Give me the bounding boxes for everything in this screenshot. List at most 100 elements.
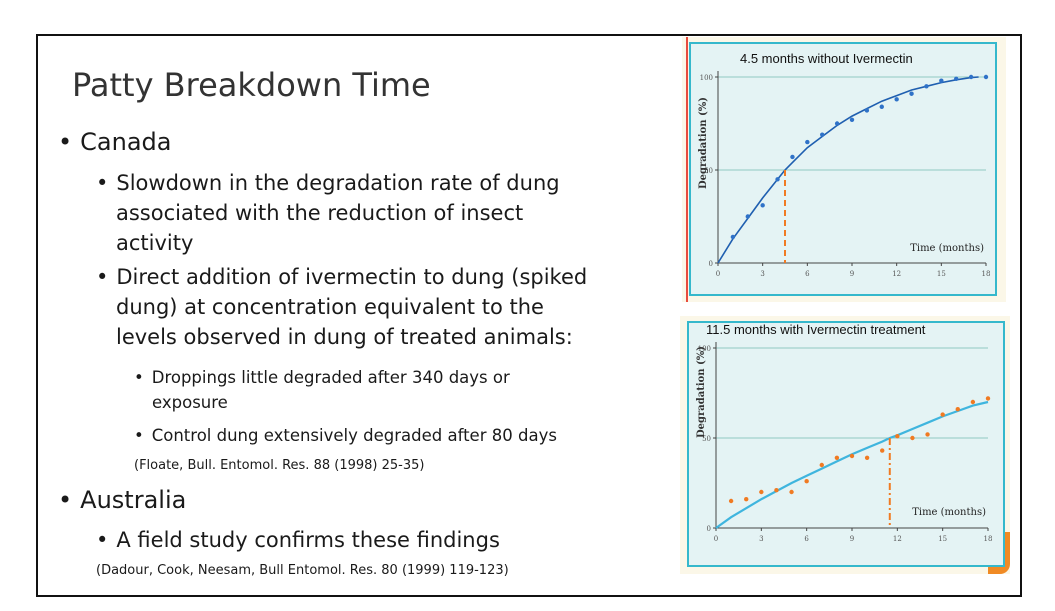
chart-1-x-tick-label: 18 [982, 270, 991, 278]
chart-2-panel [687, 321, 1005, 567]
bullet-slowdown-line1: Slowdown in the degradation rate of dung [116, 171, 560, 195]
citation-dadour: (Dadour, Cook, Neesam, Bull Entomol. Res… [96, 563, 509, 578]
chart-1-data-point [939, 78, 944, 83]
chart-2-data-point [774, 488, 779, 493]
chart-2-data-point [925, 432, 930, 437]
chart-1-data-point [909, 91, 914, 96]
chart-1-x-tick-label: 0 [716, 270, 720, 278]
chart-1-data-point [894, 97, 899, 102]
chart-1-data-point [968, 74, 974, 80]
chart-1-data-point [820, 132, 825, 137]
chart-2-data-point [849, 453, 855, 459]
citation-floate: (Floate, Bull. Entomol. Res. 88 (1998) 2… [134, 458, 425, 473]
bullet-slowdown-line3: activity [116, 231, 194, 255]
chart-1-y-tick-label: 0 [709, 260, 713, 268]
chart-1-data-point [730, 234, 736, 240]
bullet-dot: • [96, 265, 109, 289]
chart-2-x-tick-label: 15 [938, 535, 947, 543]
bullet-direct-addition: • Direct addition of ivermectin to dung (… [96, 265, 587, 289]
bullet-droppings: • Droppings little degraded after 340 day… [134, 368, 510, 387]
bullet-slowdown-line2: associated with the reduction of insect [116, 201, 524, 225]
chart-2-data-point [728, 498, 734, 504]
chart-2-x-axis-label: Time (months) [912, 507, 986, 518]
chart-2-x-tick-label: 18 [984, 535, 993, 543]
bullet-dot: • [58, 128, 73, 156]
bullet-australia-text: Australia [80, 486, 187, 514]
chart-1-data-point [864, 108, 870, 113]
bullet-field-study-text: A field study confirms these findings [116, 528, 500, 552]
slide-title: Patty Breakdown Time [72, 66, 431, 104]
bullet-direct-addition-line1: Direct addition of ivermectin to dung (s… [116, 265, 588, 289]
chart-2-y-tick-label: 50 [702, 435, 711, 443]
chart-1-y-tick-label: 50 [704, 167, 713, 175]
chart-1-data-point [954, 76, 959, 82]
bullet-dot: • [96, 171, 109, 195]
bullet-dot: • [58, 486, 73, 514]
chart-1-data-point [745, 214, 750, 219]
chart-1-data-point [924, 84, 929, 89]
slide-frame [36, 34, 1022, 597]
bullet-canada-text: Canada [80, 128, 172, 156]
chart-1-fitted-line [717, 76, 979, 264]
chart-2-data-point [895, 434, 900, 439]
chart-2-x-tick-label: 3 [759, 535, 763, 543]
bullet-direct-addition-line3: levels observed in dung of treated anima… [116, 325, 573, 349]
chart-2-title: 11.5 months with Ivermectin treatment [706, 322, 926, 337]
chart-2-data-point [834, 455, 840, 460]
chart-1-y-axis-label: Degradation (%) [698, 97, 709, 189]
chart-2-data-point [970, 399, 976, 405]
bullet-droppings-line2: exposure [152, 393, 228, 412]
bullet-field-study: • A field study confirms these findings [96, 528, 500, 552]
bullet-droppings-line1: Droppings little degraded after 340 days… [151, 368, 510, 387]
chart-1-data-point [760, 203, 765, 208]
chart-2-data-point [955, 407, 960, 412]
chart-1-x-tick-label: 12 [892, 270, 901, 278]
chart-2-y-tick-label: 0 [707, 525, 711, 533]
bullet-australia: • Australia [58, 486, 186, 514]
chart-1-y-tick-label: 100 [700, 74, 713, 82]
chart-1-data-point [879, 104, 884, 109]
chart-1-title: 4.5 months without Ivermectin [740, 51, 913, 66]
bullet-direct-addition-line2: dung) at concentration equivalent to the [116, 295, 544, 319]
chart-2-data-point [789, 489, 794, 495]
bullet-dot: • [134, 368, 144, 387]
chart-1-panel [689, 42, 997, 296]
chart-2-data-point [864, 455, 870, 460]
chart-1-x-tick-label: 9 [850, 270, 854, 278]
chart-2-data-point [819, 462, 824, 468]
chart-2-data-point [940, 412, 945, 417]
chart-2-x-tick-label: 9 [850, 535, 854, 543]
chart-2-data-point [804, 479, 809, 484]
chart-2-y-tick-label: 100 [698, 345, 711, 353]
chart-2-y-axis-label: Degradation (%) [696, 346, 707, 438]
chart-2-x-tick-label: 6 [804, 535, 809, 543]
figure-1-red-rule [686, 37, 688, 302]
chart-2-x-tick-label: 12 [893, 535, 902, 543]
chart-2-fitted-line [715, 400, 989, 529]
chart-2-data-point [744, 497, 749, 502]
bullet-slowdown: • Slowdown in the degradation rate of dun… [96, 171, 560, 195]
chart-1-x-axis-label: Time (months) [910, 243, 984, 254]
chart-2-data-point [880, 448, 885, 453]
chart-1-data-point [790, 154, 795, 160]
chart-1-data-point [834, 121, 840, 126]
chart-2-data-point [985, 396, 991, 401]
chart-1-data-point [775, 177, 780, 182]
chart-2-data-point [910, 435, 915, 441]
chart-2-data-point [759, 489, 764, 495]
bullet-control-dung-text: Control dung extensively degraded after … [151, 426, 557, 445]
chart-1-data-point [805, 139, 810, 145]
bullet-canada: • Canada [58, 128, 171, 156]
chart-1-x-tick-label: 15 [937, 270, 946, 278]
chart-1-x-tick-label: 6 [805, 270, 810, 278]
chart-1-x-tick-label: 3 [760, 270, 764, 278]
bullet-dot: • [134, 426, 144, 445]
bullet-dot: • [96, 528, 109, 552]
chart-2-x-tick-label: 0 [714, 535, 718, 543]
chart-without-ivermectin: 0 50 100 0 3 6 9 12 15 18 Degradation (%) Time (mon… [689, 42, 997, 296]
chart-1-data-point [983, 74, 989, 80]
chart-with-ivermectin: 0 50 100 0 3 6 9 12 15 18 Degradation (%) Time (mon… [687, 321, 1005, 567]
bullet-control-dung: • Control dung extensively degraded after… [134, 426, 557, 445]
chart-1-data-point [849, 117, 855, 122]
